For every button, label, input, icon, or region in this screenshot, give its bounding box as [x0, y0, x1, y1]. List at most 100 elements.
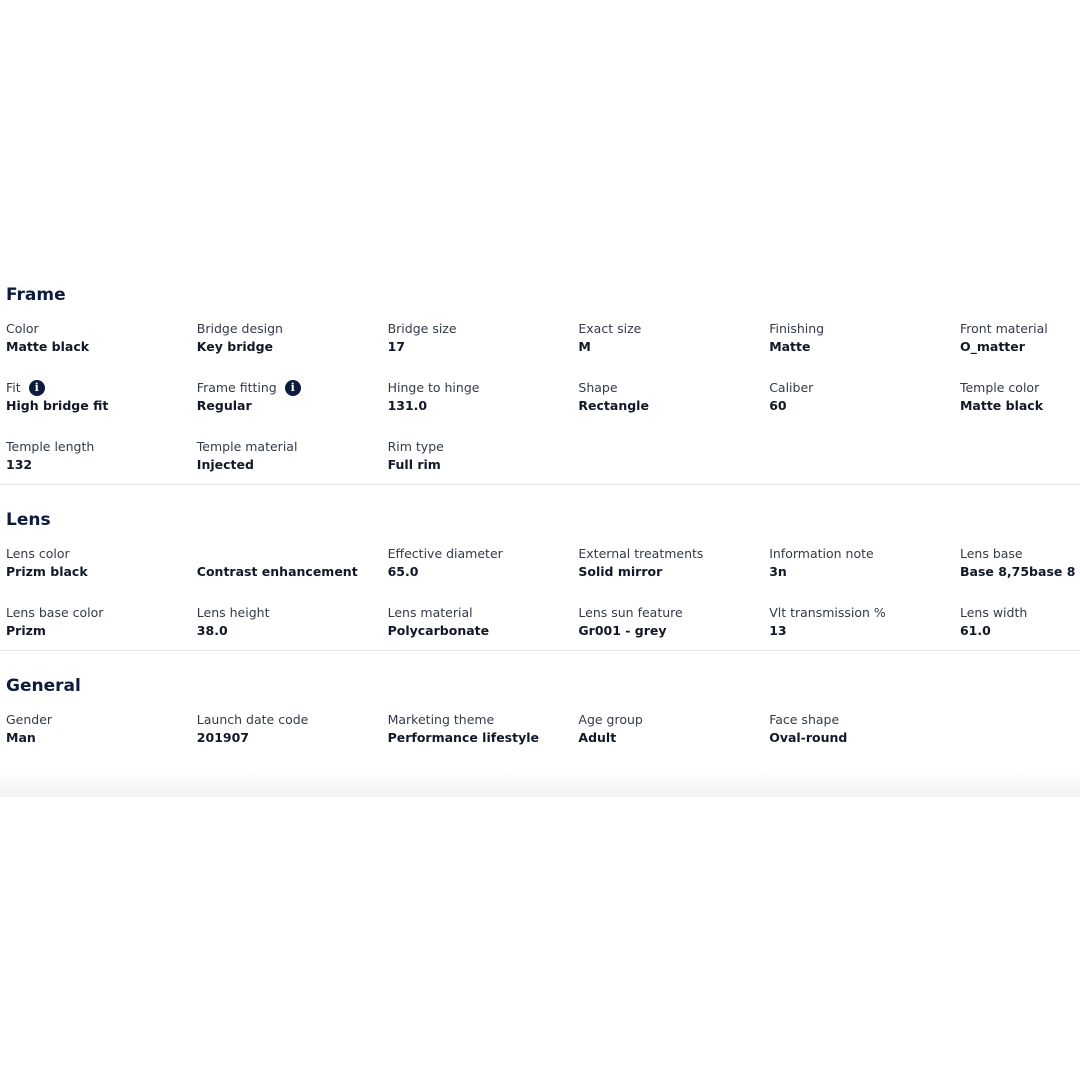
- spec-value: Full rim: [387, 457, 441, 472]
- spec-label: Fit: [6, 380, 21, 395]
- spec-label-row: Temple length: [6, 438, 197, 456]
- spec-item: Launch date code 201907: [197, 711, 388, 753]
- spec-label: Frame fitting: [196, 380, 277, 395]
- spec-item: Color Matte black: [6, 320, 197, 362]
- spec-label: Face shape: [769, 712, 840, 727]
- spec-label: Caliber: [769, 380, 814, 395]
- spec-label: Lens material: [387, 605, 473, 620]
- spec-value: Performance lifestyle: [387, 730, 539, 745]
- spec-label: Lens sun feature: [578, 605, 683, 620]
- spec-label-row: Lens width: [960, 604, 1080, 622]
- spec-item: Bridge size 17: [388, 320, 579, 362]
- spec-label: Information note: [769, 546, 874, 561]
- spec-value: Contrast enhancement: [196, 564, 358, 579]
- spec-value: Prizm: [6, 623, 46, 638]
- spec-grid: Lens color Prizm black Contrast enhancemen…: [6, 545, 1080, 646]
- spec-label: Bridge design: [196, 321, 283, 336]
- spec-item: Rim type Full rim: [388, 438, 579, 480]
- spec-item: Finishing Matte: [769, 320, 960, 362]
- info-circle-icon[interactable]: i: [28, 380, 45, 396]
- spec-value: M: [578, 339, 591, 354]
- spec-item: Caliber 60: [769, 379, 960, 421]
- spec-label-row: Information note: [769, 545, 960, 563]
- spec-label-row: External treatments: [578, 545, 769, 563]
- spec-value: Solid mirror: [578, 564, 663, 579]
- spec-item: Lens sun feature Gr001 - grey: [578, 604, 769, 646]
- spec-item: Gender Man: [6, 711, 197, 753]
- spec-label: Exact size: [578, 321, 642, 336]
- spec-label-row: Lens base: [960, 545, 1080, 563]
- spec-label-row: Gender: [6, 711, 197, 729]
- spec-value: 131.0: [387, 398, 428, 413]
- spec-value: 60: [769, 398, 787, 413]
- spec-label: Marketing theme: [387, 712, 495, 727]
- section-frame: Frame Color Matte black Bridge design Key br…: [0, 280, 1080, 480]
- spec-item: Lens width 61.0: [960, 604, 1080, 646]
- spec-item: Hinge to hinge 131.0: [388, 379, 579, 421]
- spec-item: Frame fitting i Regular: [197, 379, 388, 421]
- spec-item: Lens height 38.0: [197, 604, 388, 646]
- spec-item: Vlt transmission % 13: [769, 604, 960, 646]
- spec-value: 61.0: [959, 623, 991, 638]
- spec-value: Base 8,75base 8: [959, 564, 1076, 579]
- spec-item: Shape Rectangle: [578, 379, 769, 421]
- spec-label: Front material: [959, 321, 1048, 336]
- spec-value: Key bridge: [196, 339, 274, 354]
- spec-label-row: Lens base color: [6, 604, 197, 622]
- spec-label-row: Launch date code: [197, 711, 388, 729]
- spec-label: Lens height: [196, 605, 270, 620]
- spec-label: Lens base: [959, 546, 1023, 561]
- spec-item: Front material O_matter: [960, 320, 1080, 362]
- spec-item: Marketing theme Performance lifestyle: [388, 711, 579, 753]
- spec-value: Oval-round: [769, 730, 848, 745]
- spec-label-row: Hinge to hinge: [388, 379, 579, 397]
- spec-label-row: Face shape: [769, 711, 960, 729]
- spec-item: Effective diameter 65.0: [388, 545, 579, 587]
- product-specifications: Frame Color Matte black Bridge design Key br…: [0, 280, 1080, 753]
- spec-label: Launch date code: [196, 712, 309, 727]
- spec-label: Finishing: [769, 321, 825, 336]
- spec-value: 3n: [769, 564, 787, 579]
- spec-label-row: Shape: [578, 379, 769, 397]
- spec-label-row: Finishing: [769, 320, 960, 338]
- spec-value: 65.0: [387, 564, 419, 579]
- spec-item: Age group Adult: [578, 711, 769, 753]
- spec-item: Lens base color Prizm: [6, 604, 197, 646]
- spec-label: Shape: [578, 380, 618, 395]
- spec-item: Temple material Injected: [197, 438, 388, 480]
- spec-label-row: Effective diameter: [388, 545, 579, 563]
- spec-item: Temple length 132: [6, 438, 197, 480]
- spec-label: Rim type: [387, 439, 444, 454]
- spec-label-row: [197, 545, 388, 563]
- spec-value: 13: [769, 623, 787, 638]
- spec-label-row: Vlt transmission %: [769, 604, 960, 622]
- spec-label-row: Exact size: [578, 320, 769, 338]
- spec-value: Matte black: [959, 398, 1044, 413]
- spec-label-row: Temple material: [197, 438, 388, 456]
- spec-item: Bridge design Key bridge: [197, 320, 388, 362]
- spec-label-row: Caliber: [769, 379, 960, 397]
- spec-label: Gender: [6, 712, 53, 727]
- spec-item: Exact size M: [578, 320, 769, 362]
- spec-label: Temple length: [6, 439, 95, 454]
- scroll-fade: [0, 768, 1080, 797]
- spec-value: Polycarbonate: [387, 623, 490, 638]
- spec-value: 201907: [196, 730, 249, 745]
- spec-item: Lens base Base 8,75base 8: [960, 545, 1080, 587]
- spec-value: 132: [6, 457, 33, 472]
- spec-label: Hinge to hinge: [387, 380, 480, 395]
- spec-grid: Gender Man Launch date code 201907 Marketing…: [6, 711, 1080, 753]
- spec-label-row: Bridge size: [388, 320, 579, 338]
- spec-value: O_matter: [959, 339, 1025, 354]
- spec-value: Regular: [196, 398, 252, 413]
- spec-label-row: Lens color: [6, 545, 197, 563]
- info-circle-icon[interactable]: i: [284, 380, 301, 396]
- spec-item: Lens material Polycarbonate: [388, 604, 579, 646]
- spec-label: Lens base color: [6, 605, 104, 620]
- spec-label: Effective diameter: [387, 546, 503, 561]
- spec-label-row: Rim type: [388, 438, 579, 456]
- spec-label: Age group: [578, 712, 643, 727]
- spec-value: Gr001 - grey: [578, 623, 667, 638]
- spec-item: Lens color Prizm black: [6, 545, 197, 587]
- spec-value: High bridge fit: [6, 398, 109, 413]
